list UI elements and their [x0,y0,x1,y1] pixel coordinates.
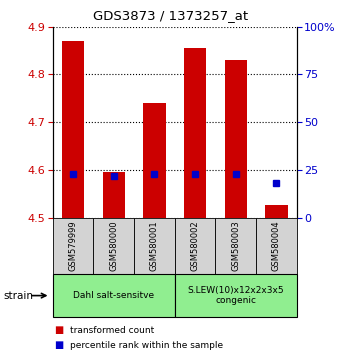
Bar [62,41,84,218]
Text: percentile rank within the sample: percentile rank within the sample [70,341,223,350]
Bar [103,172,125,218]
Bar [175,218,216,274]
Text: GSM580004: GSM580004 [272,221,281,272]
Text: GSM580002: GSM580002 [191,221,199,272]
Bar [53,218,93,274]
Text: GDS3873 / 1373257_at: GDS3873 / 1373257_at [93,9,248,22]
Bar [184,48,206,218]
Bar [224,60,247,218]
Bar [134,218,175,274]
Bar [143,103,166,218]
Text: ■: ■ [55,325,64,335]
Text: Dahl salt-sensitve: Dahl salt-sensitve [73,291,154,300]
Text: strain: strain [3,291,33,301]
Text: GSM580003: GSM580003 [231,221,240,272]
Text: GSM579999: GSM579999 [69,221,78,272]
Text: S.LEW(10)x12x2x3x5
congenic: S.LEW(10)x12x2x3x5 congenic [188,286,284,305]
Bar [93,218,134,274]
Text: GSM580001: GSM580001 [150,221,159,272]
Bar [53,274,175,317]
Bar [216,218,256,274]
Text: GSM580000: GSM580000 [109,221,118,272]
Bar [175,274,297,317]
Text: transformed count: transformed count [70,326,154,335]
Bar [256,218,297,274]
Text: ■: ■ [55,340,64,350]
Bar [265,205,287,218]
